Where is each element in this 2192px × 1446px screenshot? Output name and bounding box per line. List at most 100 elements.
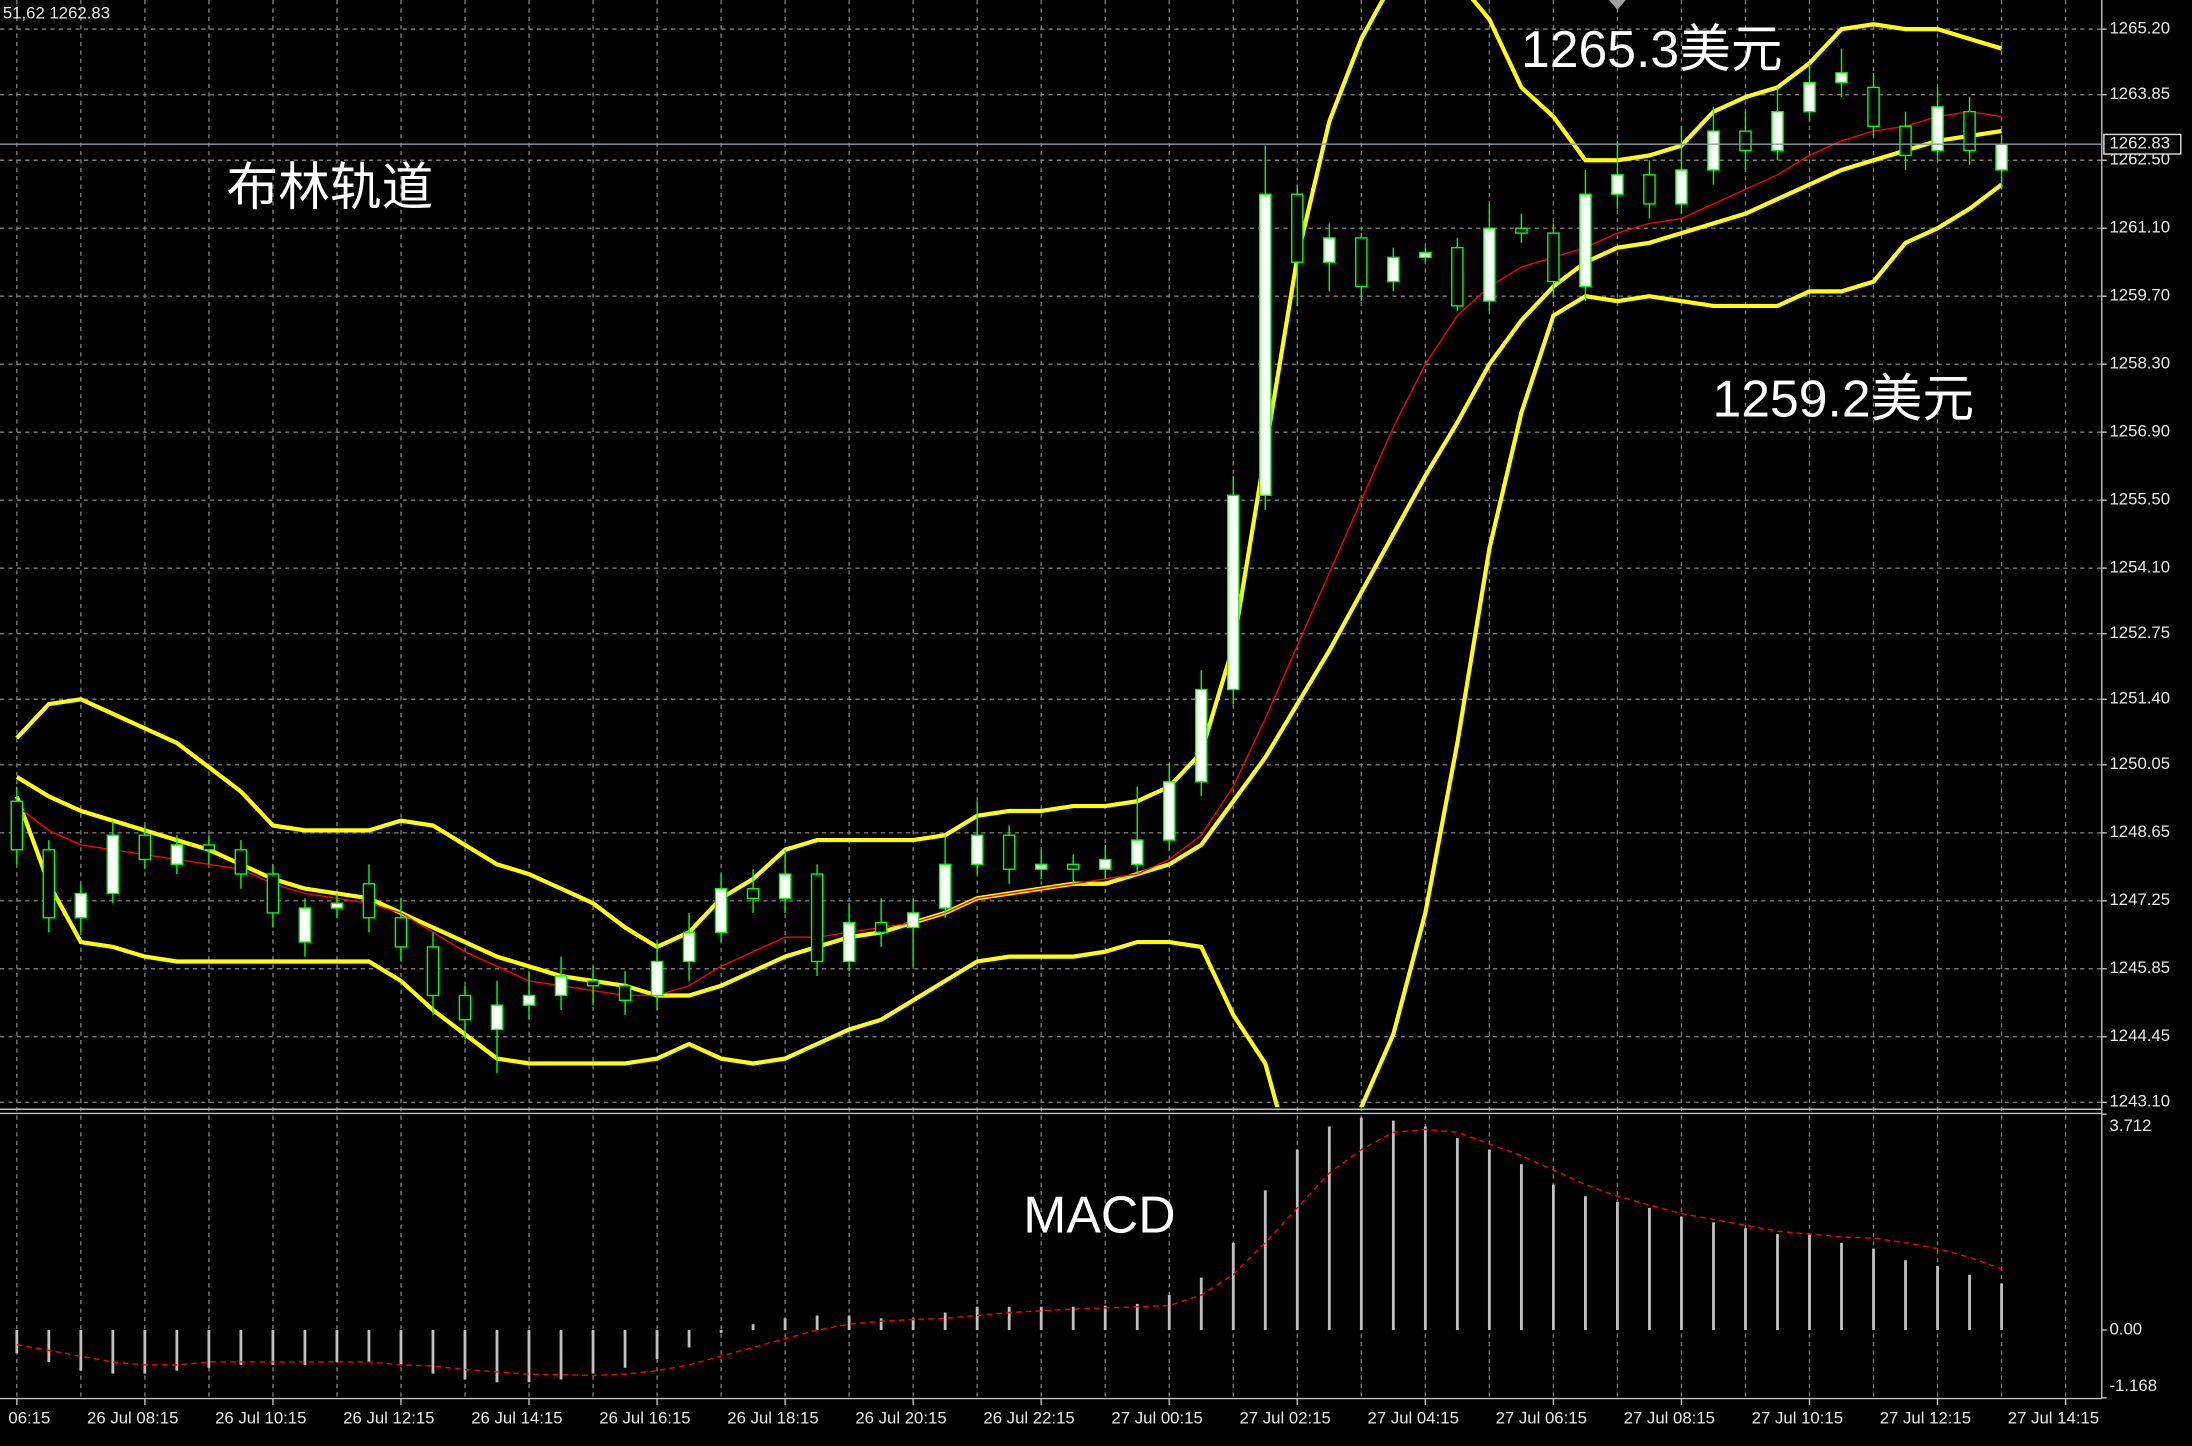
candle-body bbox=[42, 849, 56, 919]
y-tick-label: -1.168 bbox=[2109, 1376, 2157, 1395]
price-panel bbox=[0, 0, 2102, 1108]
candle-body bbox=[394, 917, 408, 948]
candle-body bbox=[1002, 834, 1016, 870]
macd-bar bbox=[975, 1306, 979, 1330]
moving-average bbox=[16, 110, 2002, 997]
macd-bar bbox=[815, 1315, 819, 1330]
macd-bar bbox=[687, 1329, 691, 1348]
candle-body bbox=[1707, 130, 1720, 171]
macd-bar bbox=[911, 1318, 915, 1330]
macd-bar bbox=[1167, 1295, 1171, 1330]
candle-body bbox=[490, 1004, 504, 1031]
candle-body bbox=[938, 863, 952, 909]
macd-bar bbox=[1776, 1234, 1779, 1330]
macd-bar bbox=[559, 1329, 563, 1380]
candle-body bbox=[1323, 237, 1336, 263]
x-tick-label: 26 Jul 20:15 bbox=[855, 1408, 946, 1427]
macd-bar bbox=[751, 1324, 755, 1330]
candle-body bbox=[1867, 86, 1880, 127]
labels: 51,62 1262.83 布林轨道 1265.3美元 1259.2美元 MAC… bbox=[3, 3, 1974, 1243]
candle-body bbox=[650, 960, 664, 997]
current-price-box bbox=[2103, 133, 2182, 155]
candle-body bbox=[874, 921, 888, 934]
x-tick-label: 27 Jul 04:15 bbox=[1368, 1408, 1459, 1427]
candle-body bbox=[1130, 839, 1144, 866]
macd-bar bbox=[1327, 1126, 1331, 1330]
candle-body bbox=[170, 844, 184, 866]
y-tick-label: 1252.75 bbox=[2109, 623, 2170, 642]
candle-body bbox=[1226, 494, 1240, 691]
macd-bar bbox=[111, 1329, 115, 1374]
candle-body bbox=[1355, 237, 1368, 288]
macd-bar bbox=[1487, 1149, 1491, 1330]
y-tick-label: 1245.85 bbox=[2109, 958, 2170, 977]
candle-body bbox=[1547, 232, 1560, 283]
candle-body bbox=[1675, 169, 1688, 205]
candle-body bbox=[330, 902, 344, 909]
x-tick-label: 26 Jul 18:15 bbox=[727, 1408, 818, 1427]
macd-panel bbox=[15, 1117, 2003, 1383]
candle-body bbox=[266, 873, 280, 914]
macd-bar bbox=[847, 1315, 851, 1330]
bollinger-upper bbox=[15, 0, 2003, 950]
candle-body bbox=[106, 834, 120, 895]
macd-bar bbox=[1840, 1242, 1843, 1330]
candle-body bbox=[1739, 130, 1752, 152]
macd-bar bbox=[1616, 1202, 1619, 1330]
candle-body bbox=[1194, 688, 1208, 783]
macd-bar bbox=[1584, 1196, 1587, 1330]
macd-bar bbox=[1007, 1306, 1011, 1330]
candle-body bbox=[202, 844, 216, 851]
macd-bar bbox=[1391, 1120, 1395, 1330]
candle-body bbox=[1515, 227, 1528, 234]
macd-bar bbox=[1936, 1266, 1939, 1330]
macd-bar bbox=[1648, 1207, 1651, 1330]
macd-bar bbox=[271, 1329, 275, 1365]
macd-bar bbox=[1103, 1305, 1107, 1330]
x-tick-label: 27 Jul 10:15 bbox=[1752, 1408, 1843, 1427]
macd-bar bbox=[1519, 1164, 1523, 1330]
macd-bar bbox=[527, 1329, 531, 1383]
y-tick-label: 1261.10 bbox=[2109, 218, 2170, 237]
y-tick-label: 1255.50 bbox=[2109, 490, 2170, 509]
y-tick-label: 1259.70 bbox=[2109, 286, 2170, 305]
candle-body bbox=[1162, 781, 1176, 841]
indicator-label: MACD bbox=[1023, 1186, 1175, 1244]
y-tick-label: 1258.30 bbox=[2109, 354, 2170, 373]
macd-bar bbox=[1712, 1222, 1715, 1330]
x-tick-label: 26 Jul 08:15 bbox=[87, 1408, 178, 1427]
candle-body bbox=[1803, 81, 1816, 113]
bollinger-lower bbox=[14, 182, 2003, 1108]
price-annotation: 1265.3美元 bbox=[1521, 20, 1783, 78]
info-text: 51,62 1262.83 bbox=[3, 3, 110, 22]
macd-bar bbox=[463, 1329, 467, 1380]
candle-body bbox=[1451, 246, 1464, 307]
x-tick-label: 26 Jul 22:15 bbox=[983, 1408, 1074, 1427]
y-tick-label: 0.00 bbox=[2109, 1319, 2142, 1338]
macd-bar bbox=[655, 1329, 659, 1360]
candle-body bbox=[1899, 125, 1912, 157]
macd-bar bbox=[1744, 1228, 1747, 1330]
macd-bar bbox=[1423, 1126, 1427, 1330]
candle-body bbox=[1643, 174, 1656, 205]
x-tick-label: 06:15 bbox=[8, 1408, 50, 1427]
macd-bar bbox=[1455, 1138, 1459, 1330]
macd-bar bbox=[1968, 1274, 1971, 1330]
candle-body bbox=[458, 994, 472, 1021]
candle-body bbox=[1483, 227, 1496, 302]
macd-bar bbox=[399, 1329, 403, 1365]
macd-bar bbox=[335, 1329, 339, 1362]
price-annotation: 1259.2美元 bbox=[1712, 369, 1974, 427]
y-tick-label: 1244.45 bbox=[2109, 1026, 2170, 1045]
candle-body bbox=[586, 980, 600, 987]
macd-bar bbox=[1359, 1117, 1363, 1330]
macd-bar bbox=[1295, 1149, 1299, 1330]
macd-bar bbox=[431, 1329, 435, 1374]
candle-body bbox=[778, 873, 792, 900]
x-tick-label: 27 Jul 00:15 bbox=[1111, 1408, 1202, 1427]
macd-bar bbox=[495, 1329, 499, 1383]
x-tick-label: 27 Jul 02:15 bbox=[1239, 1408, 1330, 1427]
